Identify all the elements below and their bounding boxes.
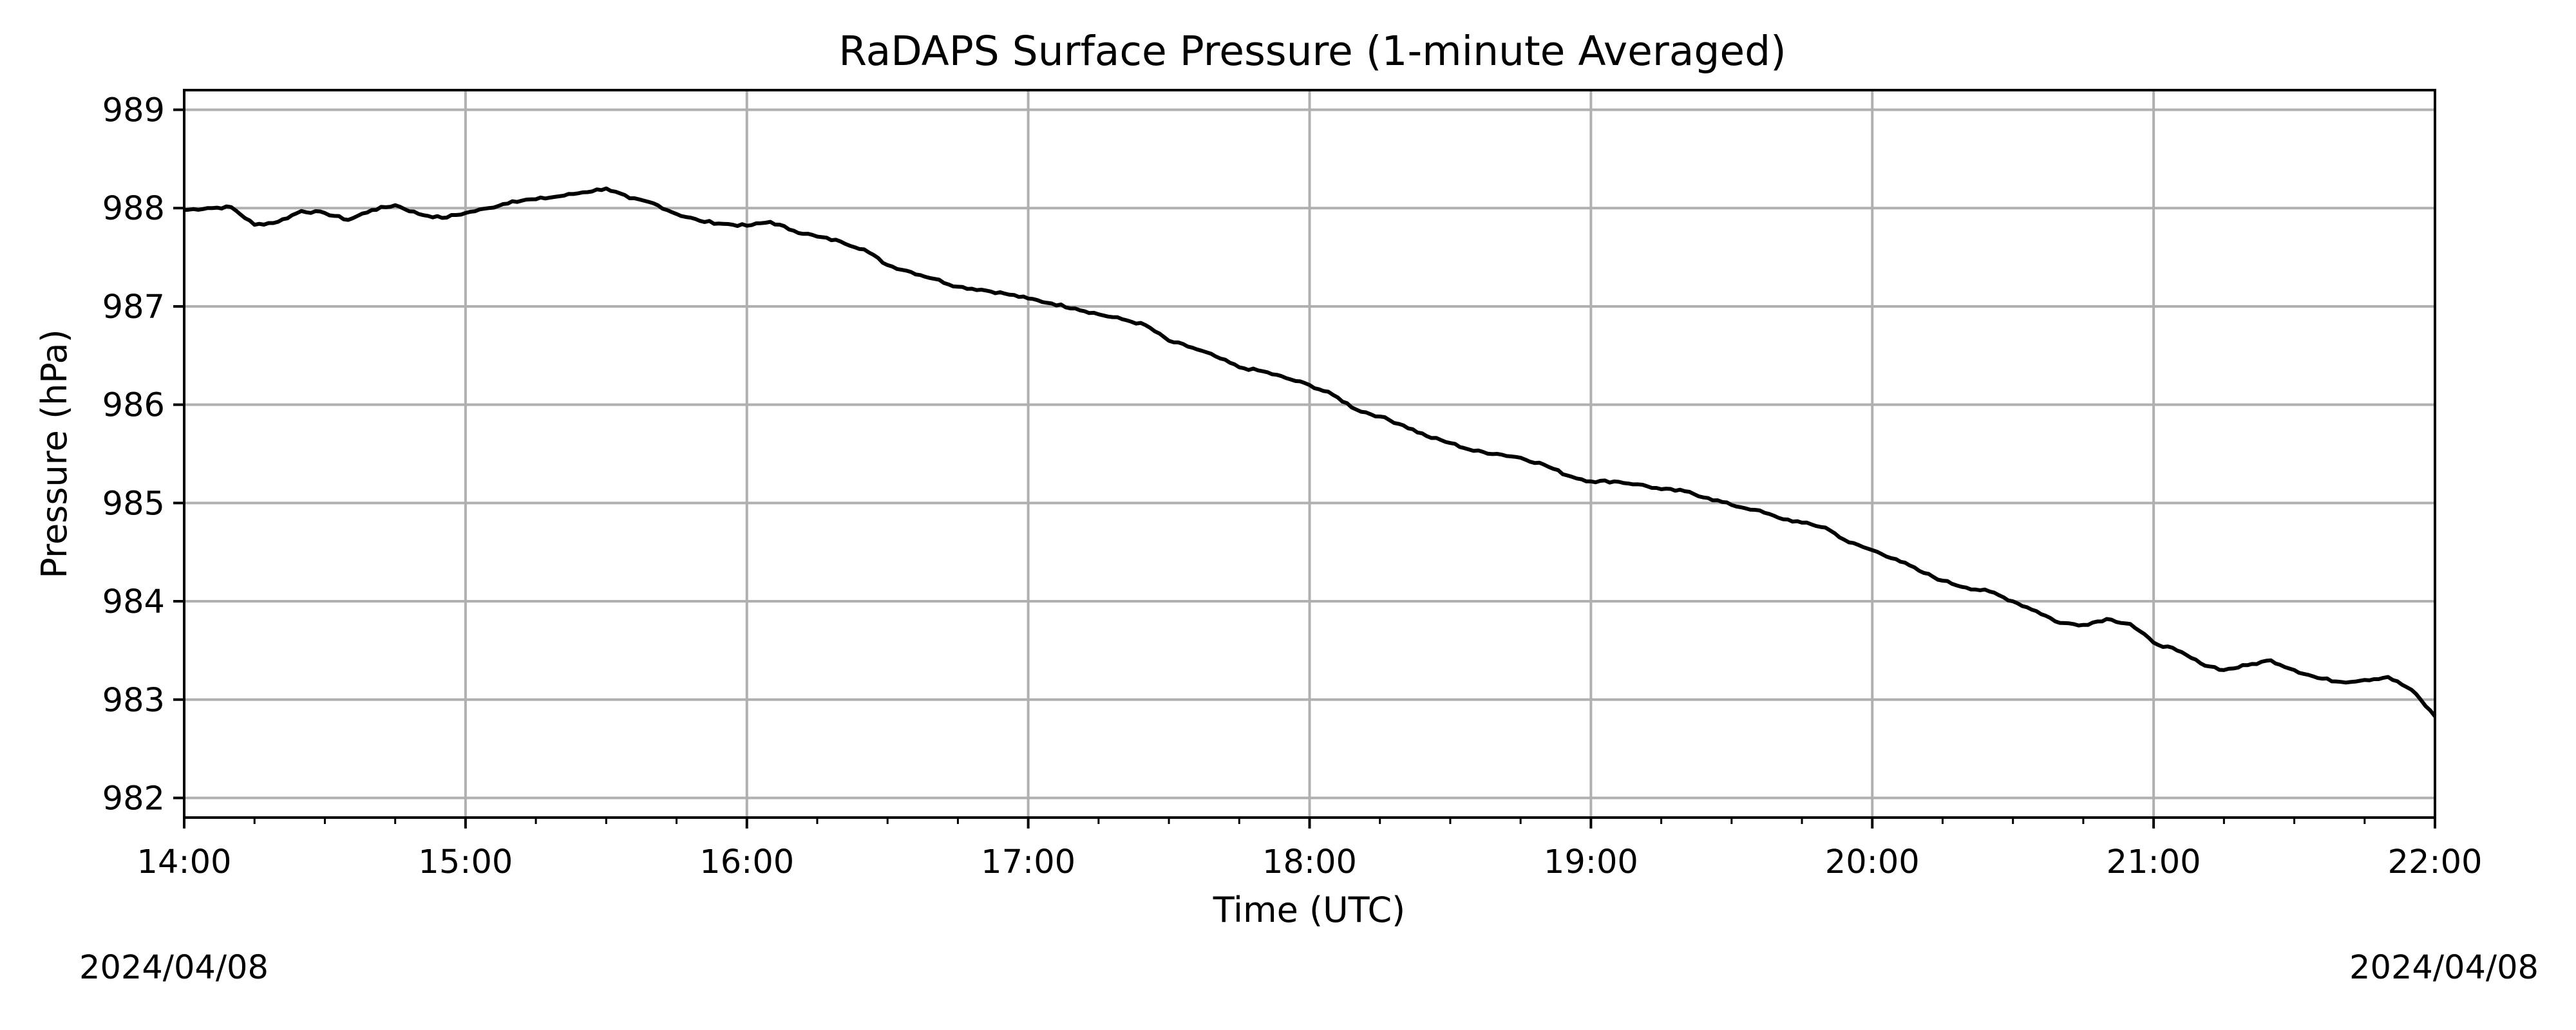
y-tick-label: 987 xyxy=(102,288,165,326)
chart-title: RaDAPS Surface Pressure (1-minute Averag… xyxy=(838,28,1786,75)
y-tick-label: 984 xyxy=(102,583,165,621)
x-tick-label: 15:00 xyxy=(418,843,513,881)
y-tick-label: 986 xyxy=(102,387,165,425)
x-tick-label: 22:00 xyxy=(2388,843,2483,881)
x-tick-label: 17:00 xyxy=(981,843,1075,881)
y-axis-label: Pressure (hPa) xyxy=(34,329,75,578)
x-tick-label: 20:00 xyxy=(1825,843,1920,881)
x-tick-label: 14:00 xyxy=(137,843,232,881)
y-tick-label: 989 xyxy=(102,92,165,130)
y-tick-label: 982 xyxy=(102,780,165,818)
x-tick-label: 16:00 xyxy=(699,843,794,881)
grid-lines xyxy=(183,90,2436,818)
y-tick-label: 988 xyxy=(102,190,165,228)
x-tick-label: 19:00 xyxy=(1544,843,1638,881)
x-axis-label: Time (UTC) xyxy=(1213,890,1406,930)
axis-ticks: 14:00 15:00 16:00 17:00 18:00 19:00 20:00 21:00… xyxy=(102,92,2483,881)
pressure-line xyxy=(184,186,2437,718)
footer-date-right: 2024/04/08 xyxy=(2349,949,2539,987)
y-tick-label: 983 xyxy=(102,682,165,720)
x-tick-label: 21:00 xyxy=(2107,843,2201,881)
footer-date-left: 2024/04/08 xyxy=(79,949,269,987)
x-tick-label: 18:00 xyxy=(1262,843,1357,881)
series-layer xyxy=(184,186,2437,718)
y-tick-label: 985 xyxy=(102,485,165,523)
